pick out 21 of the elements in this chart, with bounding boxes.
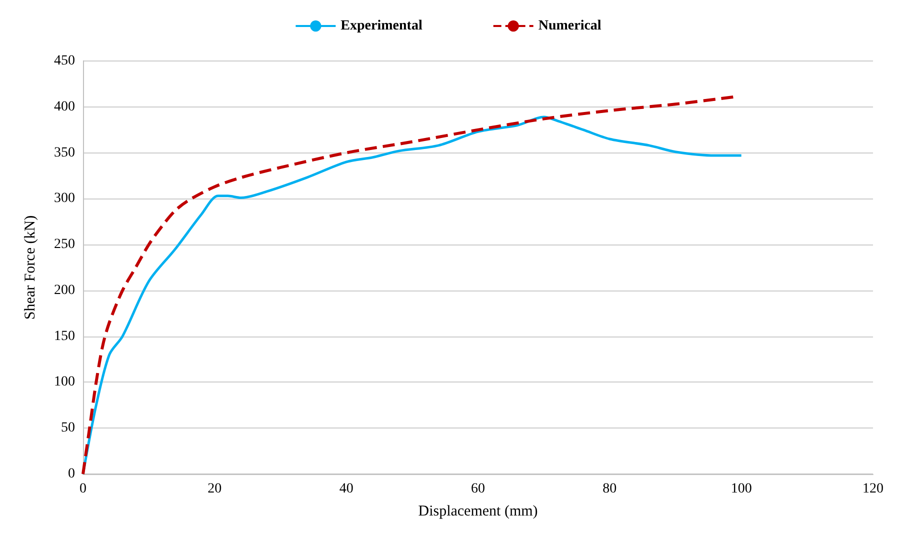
x-axis-title: Displacement (mm) — [418, 504, 538, 520]
y-tick-label: 350 — [54, 145, 75, 160]
x-tick-label: 100 — [730, 482, 752, 496]
y-tick-label: 150 — [54, 328, 75, 344]
x-tick-label: 20 — [208, 482, 222, 496]
legend-label: Experimental — [340, 18, 422, 34]
y-tick-label: 100 — [54, 374, 75, 390]
y-tick-label: 50 — [61, 420, 75, 436]
y-tick-label: 400 — [54, 99, 75, 114]
x-tick-label: 80 — [602, 482, 617, 496]
y-tick-label: 0 — [68, 466, 75, 482]
y-tick-label: 200 — [54, 282, 75, 298]
y-tick-label: 300 — [54, 191, 75, 206]
y-axis-title: Shear Force (kN) — [22, 215, 38, 320]
x-tick-label: 40 — [339, 482, 354, 496]
y-tick-label: 250 — [54, 237, 75, 252]
x-tick-label: 0 — [80, 482, 86, 496]
x-tick-label: 120 — [862, 482, 884, 496]
legend-label: Numerical — [538, 18, 602, 34]
x-tick-label: 60 — [471, 482, 485, 496]
y-tick-label: 450 — [54, 54, 75, 68]
